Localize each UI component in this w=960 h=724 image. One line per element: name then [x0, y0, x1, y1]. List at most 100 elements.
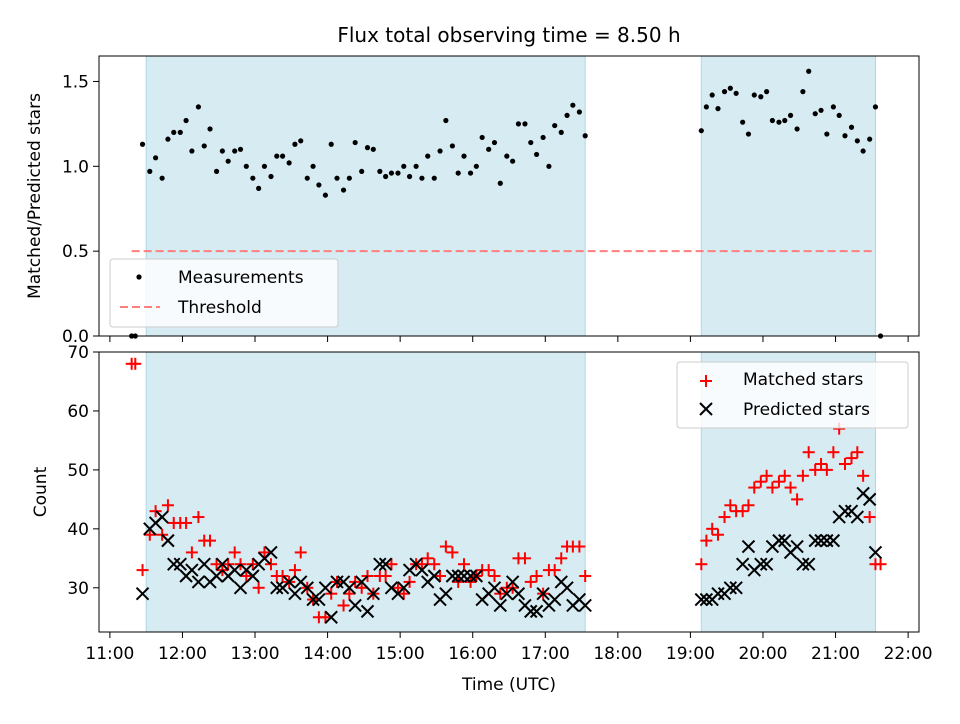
top-x-ticks — [109, 336, 909, 342]
matched-stars-point — [391, 581, 404, 594]
matched-stars-point — [827, 446, 840, 459]
measurement-point — [370, 146, 376, 152]
measurement-point — [860, 148, 866, 154]
measurement-point — [854, 138, 860, 144]
predicted-stars-point — [838, 504, 852, 518]
matched-stars-point — [736, 505, 749, 518]
measurement-point — [842, 133, 848, 139]
matched-stars-point — [385, 558, 398, 571]
measurement-point — [479, 134, 485, 141]
measurement-point — [250, 175, 256, 181]
measurement-point — [256, 185, 262, 191]
y-tick-label: 60 — [67, 402, 89, 422]
matched-stars-point — [210, 558, 223, 571]
measurement-point — [159, 175, 165, 181]
measurement-point — [449, 143, 455, 149]
measurement-point — [510, 158, 516, 164]
measurement-point — [782, 117, 788, 124]
bottom-axes-frame — [98, 351, 920, 633]
measurement-point — [431, 175, 437, 181]
matched-stars-point — [288, 564, 301, 577]
predicted-stars-point — [463, 569, 478, 583]
matched-stars-point — [518, 552, 531, 565]
matched-stars-point — [809, 463, 822, 476]
matched-stars-point — [778, 469, 791, 482]
matched-stars-point — [754, 475, 767, 488]
measurement-point — [147, 168, 153, 174]
matched-stars-point — [530, 570, 543, 582]
y-tick-label: 50 — [67, 461, 89, 481]
measurement-point — [582, 133, 588, 139]
matched-stars-point — [434, 570, 447, 582]
measurement-point — [395, 170, 401, 176]
predicted-stars-point — [197, 557, 211, 571]
x-tick-label: 19:00 — [666, 644, 715, 664]
bottom-data-layer — [125, 357, 887, 624]
matched-stars-point — [276, 570, 289, 582]
measurement-point — [377, 168, 383, 174]
shaded-interval — [700, 55, 876, 337]
measurement-point — [740, 119, 746, 125]
measurement-point — [698, 128, 704, 134]
measurement-point — [425, 153, 431, 159]
measurement-point — [751, 92, 757, 98]
measurement-point — [522, 121, 528, 127]
measurement-point — [806, 68, 812, 74]
predicted-stars-point — [306, 592, 320, 607]
predicted-stars-point — [493, 598, 507, 613]
predicted-stars-point — [173, 557, 187, 571]
matched-stars-point — [192, 511, 205, 524]
matched-stars-point — [129, 357, 142, 370]
matched-stars-point — [415, 558, 428, 571]
measurement-point — [836, 112, 842, 118]
measurement-point — [359, 168, 365, 174]
predicted-stars-point — [191, 575, 206, 589]
measurement-point — [232, 148, 238, 154]
x-tick-label: 17:00 — [521, 644, 570, 664]
measurement-point — [243, 163, 249, 169]
measurement-point — [298, 138, 304, 144]
measurement-point — [787, 112, 794, 118]
matched-stars-point — [439, 540, 452, 553]
measurement-point — [406, 173, 413, 180]
predicted-stars-point — [772, 533, 786, 548]
predicted-stars-point — [808, 533, 822, 548]
measurement-point — [419, 175, 425, 181]
predicted-stars-point — [759, 557, 774, 571]
predicted-stars-point — [790, 539, 804, 554]
predicted-stars-point — [735, 557, 750, 571]
predicted-stars-point — [754, 557, 768, 571]
matched-stars-point — [772, 475, 785, 488]
x-tick-label: 22:00 — [884, 644, 933, 664]
shaded-interval — [145, 351, 586, 633]
predicted-stars-point — [796, 557, 810, 571]
measurement-point — [733, 90, 739, 96]
y-tick-label: 40 — [67, 520, 89, 540]
matched-stars-point — [742, 499, 755, 512]
x-tick-label: 12:00 — [158, 644, 207, 664]
predicted-stars-point — [373, 557, 387, 571]
predicted-stars-point — [318, 581, 333, 595]
matched-stars-point — [355, 581, 368, 594]
matched-stars-point — [845, 452, 858, 465]
legend-measurements-label: Measurements — [178, 268, 304, 288]
matched-stars-point — [421, 552, 434, 565]
matched-stars-point — [458, 558, 471, 571]
predicted-stars-point — [801, 557, 816, 571]
matched-stars-point — [136, 564, 149, 577]
y-tick-label: 1.0 — [62, 157, 89, 177]
predicted-stars-point — [378, 557, 393, 571]
y-tick-label: 70 — [67, 343, 89, 363]
legend-matched-label: Matched stars — [743, 370, 863, 390]
predicted-stars-point — [439, 586, 453, 601]
matched-stars-point — [258, 546, 271, 559]
predicted-stars-point — [300, 581, 314, 595]
matched-stars-point — [579, 570, 592, 582]
predicted-stars-point — [155, 510, 169, 524]
measurement-point — [237, 146, 244, 152]
predicted-stars-point — [330, 575, 344, 589]
measurement-point — [171, 129, 177, 135]
predicted-stars-point — [427, 569, 441, 583]
matched-stars-point — [246, 558, 259, 571]
